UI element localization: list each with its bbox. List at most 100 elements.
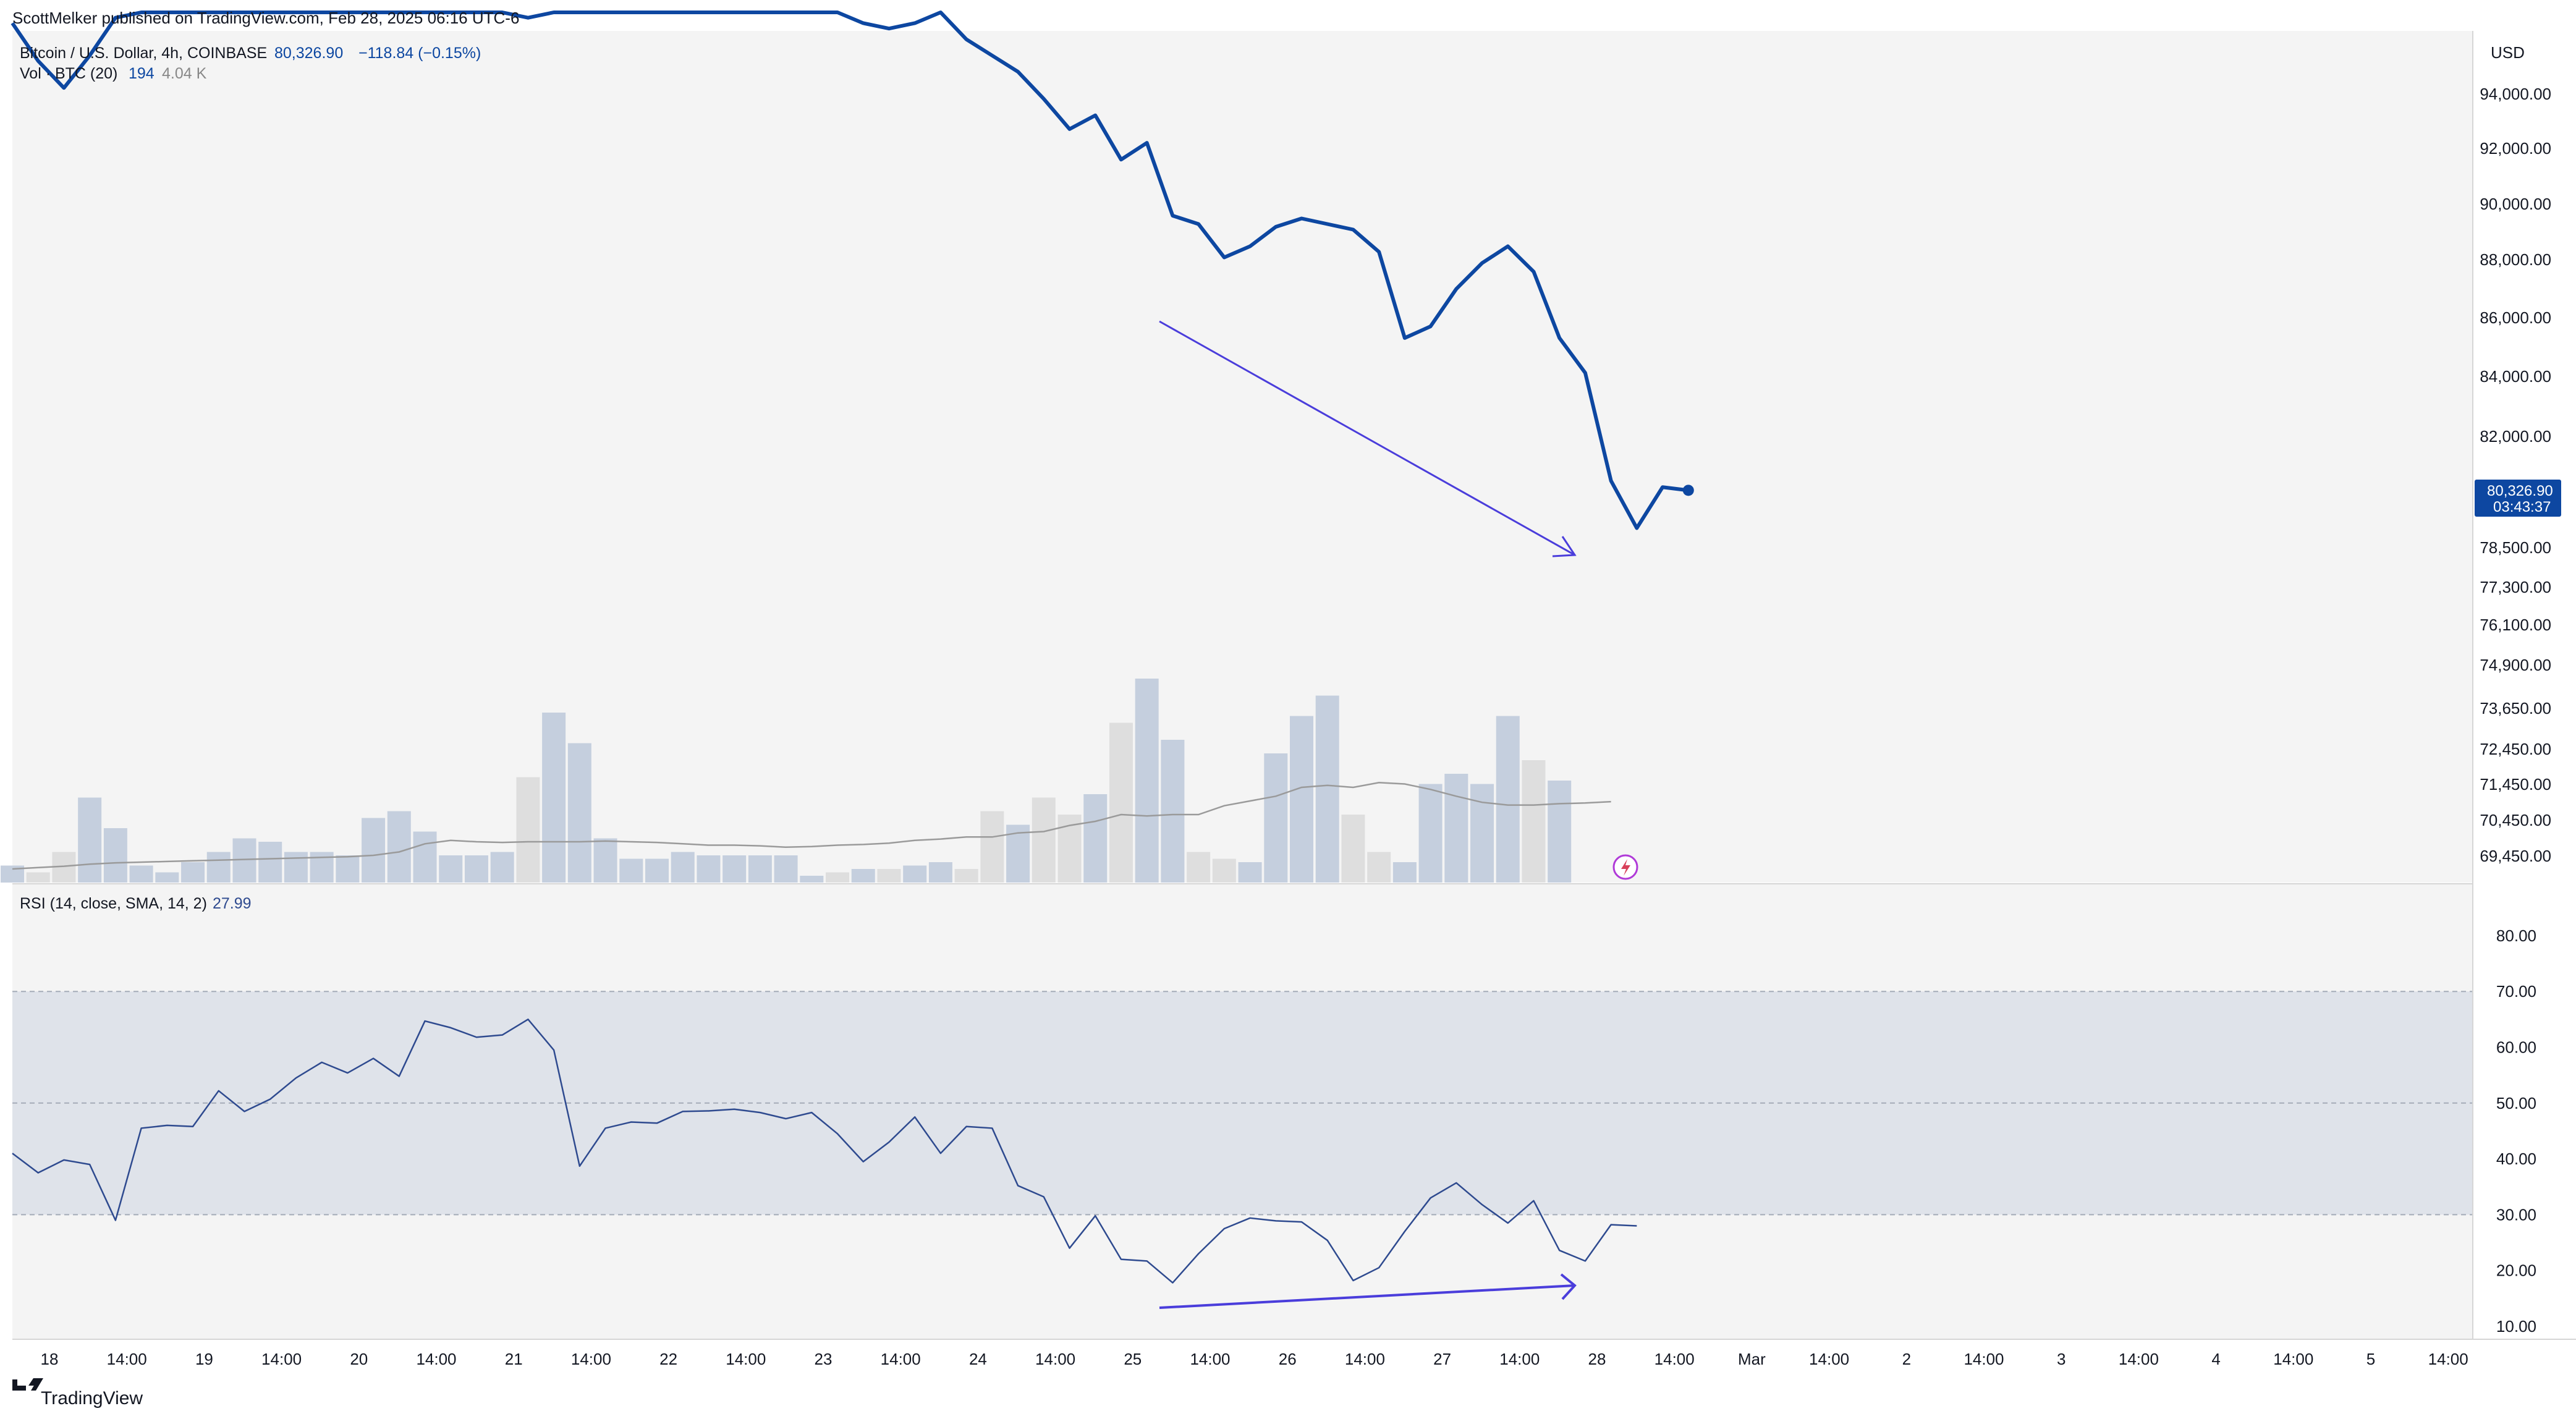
volume-bar bbox=[387, 811, 411, 883]
volume-bar bbox=[748, 855, 772, 883]
symbol-legend[interactable]: Bitcoin / U.S. Dollar, 4h, COINBASE 80,3… bbox=[20, 44, 481, 62]
time-tick-label: 19 bbox=[195, 1350, 213, 1368]
volume-bar bbox=[413, 831, 437, 883]
volume-bar bbox=[1367, 852, 1391, 883]
time-tick-label: 14:00 bbox=[881, 1350, 921, 1368]
tradingview-logo[interactable]: TradingView bbox=[12, 1378, 143, 1408]
volume-bar bbox=[1264, 753, 1288, 883]
volume-bar bbox=[671, 852, 695, 883]
time-tick-label: 14:00 bbox=[1190, 1350, 1230, 1368]
volume-bar bbox=[928, 862, 952, 883]
volume-bar bbox=[826, 872, 850, 883]
price-tick-label: 78,500.00 bbox=[2480, 538, 2551, 557]
time-tick-label: 25 bbox=[1124, 1350, 1142, 1368]
rsi-legend-label: RSI (14, close, SMA, 14, 2) bbox=[20, 895, 207, 912]
time-tick-label: 14:00 bbox=[1654, 1350, 1695, 1368]
price-divergence-arrow[interactable] bbox=[1159, 320, 1577, 557]
time-tick-label: 14:00 bbox=[1345, 1350, 1385, 1368]
price-tick-label: 94,000.00 bbox=[2480, 85, 2551, 103]
time-tick-label: 14:00 bbox=[2273, 1350, 2313, 1368]
time-tick-label: 28 bbox=[1588, 1350, 1606, 1368]
price-tick-label: 76,100.00 bbox=[2480, 616, 2551, 634]
price-tick-label: 84,000.00 bbox=[2480, 367, 2551, 386]
volume-bar bbox=[593, 838, 617, 883]
volume-legend[interactable]: Vol · BTC (20) 194 4.04 K bbox=[20, 65, 207, 82]
svg-text:03:43:37: 03:43:37 bbox=[2493, 499, 2551, 515]
rsi-tick-label: 30.00 bbox=[2496, 1205, 2536, 1224]
time-tick-label: Mar bbox=[1738, 1350, 1766, 1368]
price-line[interactable] bbox=[11, 11, 1689, 530]
volume-bar bbox=[464, 855, 488, 883]
volume-bar bbox=[155, 872, 179, 883]
time-tick-label: 14:00 bbox=[2119, 1350, 2159, 1368]
time-tick-label: 14:00 bbox=[1964, 1350, 2004, 1368]
rsi-tick-label: 10.00 bbox=[2496, 1317, 2536, 1336]
volume-bar bbox=[697, 855, 721, 883]
time-tick-label: 24 bbox=[969, 1350, 987, 1368]
volume-bar bbox=[336, 855, 360, 883]
time-tick-label: 14:00 bbox=[2428, 1350, 2468, 1368]
volume-bar bbox=[1290, 716, 1313, 883]
lightning-icon[interactable] bbox=[1612, 854, 1638, 880]
volume-bar bbox=[851, 869, 875, 883]
volume-bar bbox=[1522, 760, 1546, 883]
volume-bar bbox=[129, 865, 153, 883]
price-tick-label: 69,450.00 bbox=[2480, 847, 2551, 865]
volume-bar bbox=[78, 797, 102, 883]
time-tick-label: 4 bbox=[2211, 1350, 2220, 1368]
volume-bar bbox=[645, 858, 669, 883]
volume-bar bbox=[284, 852, 308, 883]
volume-ma-line bbox=[12, 782, 1611, 870]
price-tick-label: 73,650.00 bbox=[2480, 699, 2551, 718]
time-tick-label: 14:00 bbox=[1499, 1350, 1540, 1368]
currency-selector[interactable]: USD bbox=[2478, 37, 2560, 68]
time-tick-label: 14:00 bbox=[416, 1350, 456, 1368]
volume-bar bbox=[439, 855, 463, 883]
volume-bar bbox=[1392, 862, 1417, 883]
rsi-tick-label: 60.00 bbox=[2496, 1038, 2536, 1057]
price-change-legend: −118.84 (−0.15%) bbox=[358, 44, 481, 62]
published-caption: ScottMelker published on TradingView.com… bbox=[12, 9, 519, 27]
volume-bars bbox=[1, 679, 1572, 883]
price-tick-label: 71,450.00 bbox=[2480, 775, 2551, 794]
rsi-line[interactable] bbox=[12, 1019, 1637, 1284]
price-tick-label: 82,000.00 bbox=[2480, 427, 2551, 446]
volume-bar bbox=[800, 876, 824, 883]
volume-bar bbox=[1548, 781, 1572, 883]
volume-legend-label: Vol · BTC (20) bbox=[20, 65, 117, 82]
price-tick-label: 90,000.00 bbox=[2480, 195, 2551, 213]
price-tick-label: 86,000.00 bbox=[2480, 308, 2551, 327]
time-tick-label: 22 bbox=[659, 1350, 677, 1368]
volume-bar bbox=[1341, 815, 1365, 883]
price-panel-background[interactable] bbox=[12, 31, 2472, 883]
time-tick-label: 21 bbox=[505, 1350, 523, 1368]
last-price-legend: 80,326.90 bbox=[274, 44, 343, 62]
volume-bar bbox=[954, 869, 978, 883]
volume-legend-ma: 4.04 K bbox=[162, 65, 207, 82]
rsi-divergence-arrow[interactable] bbox=[1159, 1273, 1577, 1309]
last-price-tag: 80,326.90 03:43:37 bbox=[2475, 480, 2561, 517]
price-tick-label: 70,450.00 bbox=[2480, 811, 2551, 829]
volume-bar bbox=[516, 777, 540, 883]
last-price-dot[interactable] bbox=[1682, 485, 1694, 496]
volume-bar bbox=[1470, 784, 1494, 883]
time-tick-label: 23 bbox=[815, 1350, 833, 1368]
rsi-legend[interactable]: RSI (14, close, SMA, 14, 2) 27.99 bbox=[20, 895, 252, 912]
volume-bar bbox=[181, 862, 205, 883]
price-tick-label: 74,900.00 bbox=[2480, 656, 2551, 674]
volume-bar bbox=[1187, 852, 1211, 883]
volume-bar bbox=[722, 855, 747, 883]
time-tick-label: 3 bbox=[2057, 1350, 2065, 1368]
volume-bar bbox=[258, 842, 282, 883]
price-axis[interactable]: 94,000.00 92,000.00 90,000.00 88,000.00 86,0… bbox=[2480, 85, 2551, 865]
volume-bar bbox=[1109, 722, 1133, 883]
time-tick-label: 14:00 bbox=[107, 1350, 147, 1368]
volume-bar bbox=[1161, 740, 1185, 883]
time-axis[interactable]: 18 14:00 19 14:00 20 14:00 21 14:00 22 14:00 23 14:… bbox=[41, 1350, 2468, 1368]
volume-bar bbox=[1496, 716, 1520, 883]
volume-bar bbox=[232, 838, 256, 883]
volume-bar bbox=[1032, 797, 1056, 883]
time-tick-label: 14:00 bbox=[1035, 1350, 1075, 1368]
rsi-axis[interactable]: 80.00 70.00 60.00 50.00 40.00 30.00 20.00 10.00 bbox=[2496, 926, 2536, 1336]
